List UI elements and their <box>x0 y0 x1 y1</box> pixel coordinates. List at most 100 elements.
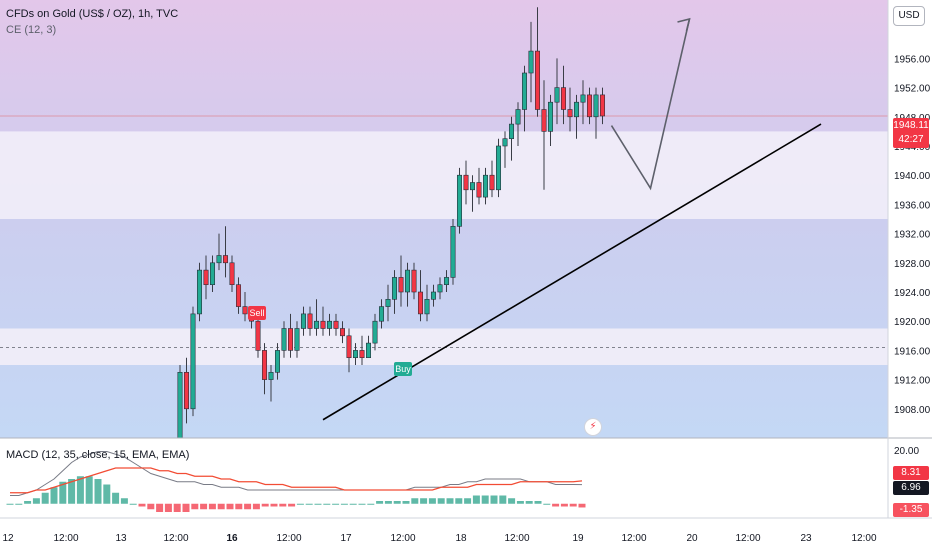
projection-arrowhead <box>677 17 691 32</box>
candle-body <box>307 313 313 329</box>
candle-body <box>333 320 339 329</box>
candle-body <box>255 320 261 351</box>
indicator-label[interactable]: CE (12, 3) <box>6 24 57 36</box>
candle-body <box>223 255 229 264</box>
time-tick-label: 23 <box>800 533 812 544</box>
macd-histogram-bar <box>85 476 93 504</box>
macd-histogram-bar <box>217 503 225 510</box>
macd-value-badge: 6.96 <box>893 481 929 495</box>
macd-histogram-bar <box>252 503 260 510</box>
macd-histogram-bar <box>560 503 568 507</box>
price-axis-background <box>888 0 932 550</box>
macd-histogram-bar <box>147 503 155 510</box>
candle-body <box>443 277 449 285</box>
sell-signal-badge: Sell <box>248 306 266 320</box>
candle-body <box>580 94 586 103</box>
macd-histogram-bar <box>129 503 137 505</box>
price-badge-countdown: 42:27 <box>898 134 924 145</box>
macd-histogram-bar <box>569 503 577 507</box>
candle-body <box>268 371 274 380</box>
candle-body <box>385 298 391 307</box>
macd-histogram-bar <box>393 501 401 504</box>
macd-histogram-bar <box>499 495 507 504</box>
macd-histogram-bar <box>420 498 428 504</box>
macd-histogram-bar <box>384 501 392 504</box>
time-tick-label: 18 <box>455 533 467 544</box>
macd-histogram-bar <box>411 498 419 504</box>
candle-body <box>313 320 319 329</box>
candle-body <box>274 350 280 373</box>
macd-histogram-bar <box>552 503 560 507</box>
macd-histogram-bar <box>296 503 304 505</box>
candle-body <box>184 371 190 410</box>
candle-body <box>554 87 560 103</box>
macd-histogram-bar <box>138 503 146 507</box>
macd-histogram-bar <box>279 503 287 507</box>
candle-body <box>242 306 248 315</box>
price-tick-label: 1956.00 <box>894 54 931 65</box>
price-tick-label: 1932.00 <box>894 230 931 241</box>
signal-value-badge: 8.31 <box>893 466 929 480</box>
price-tick-label: 1940.00 <box>894 171 931 182</box>
candle-body <box>391 277 397 300</box>
macd-histogram-bar <box>24 501 32 504</box>
price-tick-label: 1928.00 <box>894 259 931 270</box>
macd-histogram-bar <box>112 492 120 504</box>
time-tick-label: 20 <box>686 533 698 544</box>
macd-histogram-bar <box>481 495 489 504</box>
macd-histogram-bar <box>50 487 58 504</box>
candle-body <box>365 342 371 359</box>
candle-body <box>502 138 508 147</box>
candle-body <box>515 109 521 125</box>
candle-body <box>404 269 410 293</box>
candle-body <box>508 123 514 139</box>
support-zone-0 <box>0 131 888 219</box>
macd-histogram-bar <box>41 492 49 504</box>
macd-histogram-bar <box>244 503 252 510</box>
time-tick-label: 12:00 <box>621 533 646 544</box>
price-tick-label: 1916.00 <box>894 346 931 357</box>
macd-histogram-bar <box>68 479 76 504</box>
macd-histogram-bar <box>472 495 480 504</box>
zones-layer <box>0 115 888 365</box>
macd-histogram-bar <box>490 495 498 504</box>
symbol-title: CFDs on Gold (US$ / OZ), 1h, TVC <box>6 8 179 20</box>
currency-button[interactable]: USD <box>893 6 925 26</box>
candle-body <box>236 284 242 307</box>
macd-histogram-bar <box>173 503 181 512</box>
macd-histogram-bar <box>578 503 586 508</box>
candle-body <box>177 371 183 439</box>
time-tick-label: 17 <box>340 533 352 544</box>
time-tick-label: 12 <box>2 533 14 544</box>
time-tick-label: 12:00 <box>163 533 188 544</box>
time-tick-label: 12:00 <box>390 533 415 544</box>
price-tick-label: 1908.00 <box>894 405 931 416</box>
macd-histogram-bar <box>455 498 463 504</box>
macd-title[interactable]: MACD (12, 35, close, 15, EMA, EMA) <box>6 449 190 461</box>
lightning-icon[interactable]: ⚡︎ <box>584 418 602 436</box>
candle-body <box>287 328 293 351</box>
macd-histogram-bar <box>261 503 269 507</box>
price-tick-label: 1920.00 <box>894 317 931 328</box>
candle-body <box>450 226 456 278</box>
time-tick-label: 13 <box>115 533 127 544</box>
candle-body <box>203 269 209 286</box>
candle-body <box>476 182 482 198</box>
candle-body <box>573 101 579 118</box>
macd-histogram-bar <box>332 503 340 505</box>
candle-body <box>372 320 378 344</box>
macd-histogram-bar <box>428 498 436 504</box>
macd-layer <box>0 437 932 512</box>
macd-histogram-bar <box>288 503 296 507</box>
projection-arrow-path <box>610 18 691 191</box>
macd-histogram-bar <box>6 503 14 505</box>
macd-tick-label: 20.00 <box>894 446 919 457</box>
time-axis-background <box>0 518 888 550</box>
macd-histogram-bar <box>367 503 375 505</box>
time-tick-label: 19 <box>572 533 584 544</box>
candle-body <box>210 262 216 285</box>
candle-body <box>352 350 358 358</box>
macd-histogram-bar <box>305 503 313 505</box>
